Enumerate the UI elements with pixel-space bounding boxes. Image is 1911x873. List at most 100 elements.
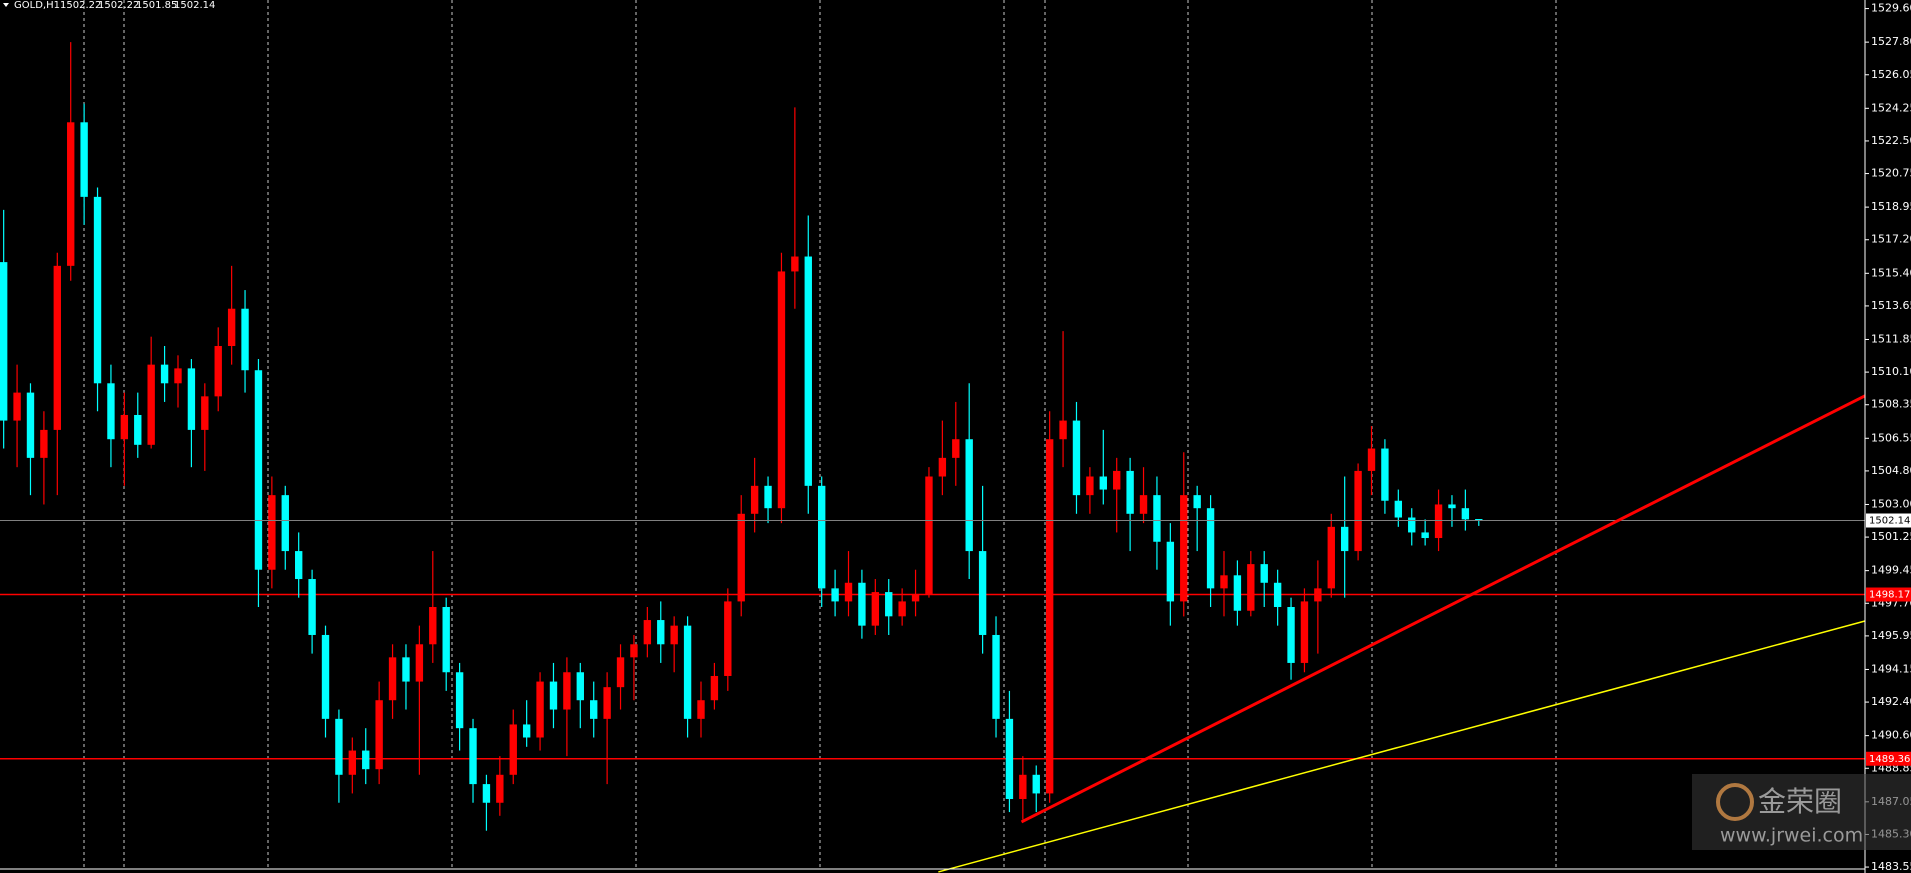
candle-body xyxy=(590,700,598,719)
candle-body xyxy=(53,265,61,430)
candle-body xyxy=(938,457,947,477)
candle-body xyxy=(294,551,303,580)
candle-body xyxy=(402,657,410,682)
candle-body xyxy=(1233,575,1242,611)
candle-body xyxy=(1206,508,1215,589)
candle-body xyxy=(965,439,973,552)
candle-body xyxy=(1153,495,1161,542)
candle-body xyxy=(1113,470,1121,490)
menu-arrow xyxy=(3,3,9,7)
candle-body xyxy=(415,644,424,682)
candle-body xyxy=(1260,564,1268,583)
candle-body xyxy=(509,724,517,775)
candle-body xyxy=(1019,774,1027,800)
candle-body xyxy=(482,784,491,803)
header-low: 1501.85 xyxy=(136,0,177,11)
header-close: 1502.14 xyxy=(174,0,215,11)
candle-body xyxy=(93,196,102,384)
candle-body xyxy=(670,625,678,645)
candle-body xyxy=(1166,541,1175,602)
candle-body xyxy=(13,392,21,421)
candle-body xyxy=(455,672,464,729)
candle-body xyxy=(603,687,611,719)
candle-body xyxy=(187,368,196,430)
candle-body xyxy=(1394,500,1403,518)
y-tick-label: 1506.55 xyxy=(1871,431,1911,444)
candle-body xyxy=(1367,448,1376,471)
candle-body xyxy=(804,256,812,486)
candle-body xyxy=(724,601,732,676)
candle-body xyxy=(375,700,383,770)
candle-body xyxy=(160,364,169,384)
y-tick-label: 1517.20 xyxy=(1871,233,1911,246)
candle-body xyxy=(737,513,745,602)
candle-body xyxy=(683,625,692,719)
candle-body xyxy=(978,551,987,635)
y-tick-label: 1494.15 xyxy=(1871,662,1911,675)
candle-body xyxy=(1354,470,1362,552)
y-tick-label: 1492.40 xyxy=(1871,695,1911,708)
candle-body xyxy=(952,439,960,458)
price-axis: 1529.60 1527.80 1526.05 1524.25 1522.50 1520.… xyxy=(1865,2,1911,873)
candle-body xyxy=(1327,526,1335,589)
plot xyxy=(0,42,1866,873)
y-tick-label: 1490.60 xyxy=(1871,729,1911,742)
candle-body xyxy=(1005,718,1014,800)
trendline xyxy=(1020,394,1866,824)
y-tick-label: 1524.25 xyxy=(1871,101,1911,114)
candle-body xyxy=(429,607,437,645)
candle-body xyxy=(1287,607,1295,663)
candle-body xyxy=(442,607,450,673)
candle-body xyxy=(308,579,316,635)
y-tick-label: 1511.85 xyxy=(1871,332,1911,345)
header-high: 1502.22 xyxy=(98,0,139,11)
header-open: 1502.22 xyxy=(60,0,101,11)
candle-body xyxy=(469,728,477,785)
candle-body xyxy=(536,681,544,738)
candle-body xyxy=(80,122,88,197)
candle-body xyxy=(764,485,772,509)
candle-body xyxy=(710,675,719,701)
candle-body xyxy=(1461,508,1470,520)
y-tick-label: 1499.45 xyxy=(1871,564,1911,577)
candle-body xyxy=(549,681,558,710)
symbol: GOLD,H1 xyxy=(14,0,60,11)
watermark-url: www.jrwei.com xyxy=(1720,825,1863,847)
candle-body xyxy=(630,644,638,658)
candle-body xyxy=(697,700,705,719)
y-tick-label: 1510.10 xyxy=(1871,365,1911,378)
candle-body xyxy=(1220,575,1228,589)
y-tick-label: 1483.55 xyxy=(1871,860,1911,873)
candle-body xyxy=(362,750,370,770)
y-tick-label: 1520.75 xyxy=(1871,167,1911,180)
y-tick-label: 1515.40 xyxy=(1871,266,1911,279)
candle-body xyxy=(1434,504,1443,539)
candle-body xyxy=(1072,420,1081,496)
candle-body xyxy=(911,593,920,602)
candle-body xyxy=(388,657,397,701)
candle-body xyxy=(107,383,115,440)
y-tick-label: 1529.60 xyxy=(1871,2,1911,15)
candle-body xyxy=(174,368,182,384)
candle-body xyxy=(120,414,129,440)
candle-body xyxy=(201,396,209,430)
candle-body xyxy=(227,308,236,347)
candle-body xyxy=(241,308,249,371)
candle-body xyxy=(1180,495,1188,602)
candle-body xyxy=(335,718,343,775)
candle-body xyxy=(1099,476,1107,490)
candle-body xyxy=(1421,532,1429,539)
candle-body xyxy=(1475,519,1483,521)
candle-body xyxy=(1086,476,1094,496)
candle-body xyxy=(1247,564,1255,611)
candle-body xyxy=(992,634,1000,719)
candle-body xyxy=(281,495,289,552)
y-tick-label: 1508.35 xyxy=(1871,398,1911,411)
candle-body xyxy=(750,485,759,514)
candle-body xyxy=(1408,517,1416,533)
watermark-logo xyxy=(1716,783,1754,821)
candle-body xyxy=(522,724,531,738)
candle-body xyxy=(1300,601,1309,663)
candle-body xyxy=(67,122,75,266)
